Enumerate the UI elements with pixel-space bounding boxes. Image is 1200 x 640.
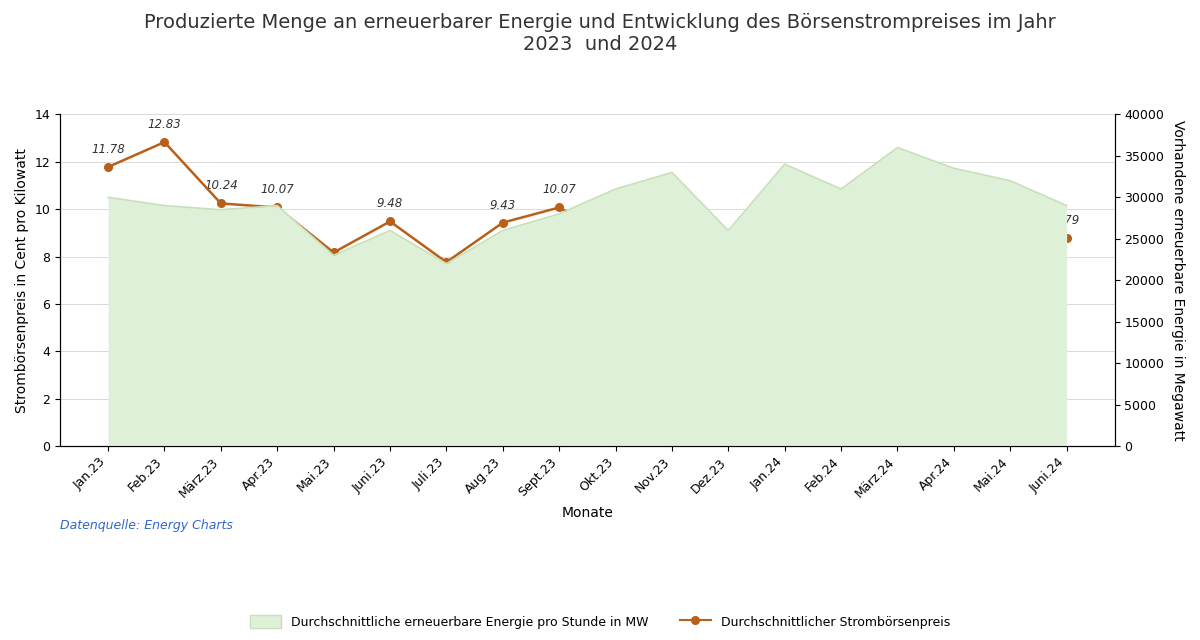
Text: 11.78: 11.78 — [91, 143, 125, 156]
Text: 6.13: 6.13 — [828, 314, 854, 326]
Text: 6.24: 6.24 — [941, 310, 967, 324]
Text: Produzierte Menge an erneuerbarer Energie und Entwicklung des Börsenstrompreises: Produzierte Menge an erneuerbarer Energi… — [144, 13, 1056, 54]
Text: 10.24: 10.24 — [204, 179, 238, 193]
Text: 9.11: 9.11 — [659, 206, 685, 219]
Text: 12.83: 12.83 — [148, 118, 181, 131]
Text: 9.43: 9.43 — [490, 198, 516, 212]
Text: 7.66: 7.66 — [772, 241, 798, 253]
Text: 8.79: 8.79 — [1054, 214, 1080, 227]
Text: 10.07: 10.07 — [260, 184, 294, 196]
Text: 6.72: 6.72 — [997, 262, 1024, 276]
Text: Datenquelle: Energy Charts: Datenquelle: Energy Charts — [60, 519, 233, 532]
Text: 10.07: 10.07 — [542, 184, 576, 196]
X-axis label: Monate: Monate — [562, 506, 613, 520]
Text: 6.47: 6.47 — [884, 269, 911, 282]
Text: 8.75: 8.75 — [602, 252, 629, 264]
Text: 6.85: 6.85 — [715, 296, 742, 309]
Y-axis label: Vorhandene erneuerbare Energie in Megawatt: Vorhandene erneuerbare Energie in Megawa… — [1171, 120, 1186, 440]
Text: 9.48: 9.48 — [377, 197, 403, 211]
Text: 8.17: 8.17 — [320, 265, 347, 278]
Legend: Durchschnittliche erneuerbare Energie pro Stunde in MW, Durchschnittlicher Strom: Durchschnittliche erneuerbare Energie pr… — [245, 610, 955, 634]
Y-axis label: Strombörsenpreis in Cent pro Kilowatt: Strombörsenpreis in Cent pro Kilowatt — [16, 148, 29, 413]
Text: 7.76: 7.76 — [433, 275, 460, 288]
